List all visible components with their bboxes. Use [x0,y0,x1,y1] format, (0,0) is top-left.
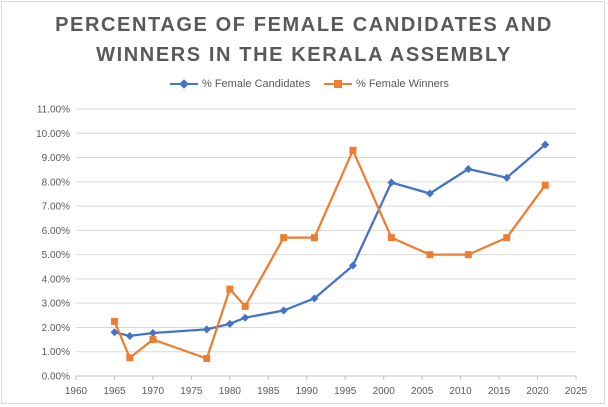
legend-item-winners: % Female Winners [324,76,449,92]
data-point-diamond [541,140,550,149]
data-point-square [464,251,472,259]
data-point-square [110,317,118,325]
chart-title-line-2: WINNERS IN THE KERALA ASSEMBLY [96,44,512,66]
data-point-diamond [348,261,357,270]
data-point-diamond [225,319,234,328]
y-tick-label: 1.00% [42,347,70,358]
x-tick-label: 1995 [334,386,357,397]
data-point-diamond [310,294,319,303]
data-point-diamond [279,306,288,315]
x-tick-label: 1965 [103,386,126,397]
y-tick-label: 7.00% [42,202,70,213]
y-tick-label: 3.00% [42,299,70,310]
y-tick-label: 10.00% [36,129,70,140]
legend-line-winners [324,80,352,88]
chart-legend: % Female Candidates % Female Winners [0,76,608,92]
data-point-square [310,234,318,242]
legend-label-winners: % Female Winners [356,78,449,90]
data-point-square [126,354,134,362]
data-point-diamond [110,328,119,337]
x-tick-label: 1960 [65,386,88,397]
data-point-diamond [502,173,511,182]
data-point-diamond [425,189,434,198]
x-tick-label: 1990 [296,386,319,397]
y-tick-label: 8.00% [42,177,70,188]
y-tick-label: 9.00% [42,153,70,164]
legend-marker-square-icon [334,80,342,88]
x-tick-label: 2010 [449,386,472,397]
x-tick-label: 2025 [565,386,588,397]
data-point-diamond [125,331,134,340]
x-tick-label: 1985 [257,386,280,397]
data-point-square [280,234,288,242]
data-point-diamond [148,329,157,338]
y-tick-label: 4.00% [42,274,70,285]
y-tick-label: 2.00% [42,323,70,334]
x-tick-label: 2005 [411,386,434,397]
data-point-square [203,355,211,363]
data-point-diamond [241,313,250,322]
y-tick-label: 0.00% [42,372,70,383]
y-tick-label: 11.00% [37,105,70,116]
legend-label-candidates: % Female Candidates [202,78,311,90]
x-tick-label: 2000 [373,386,396,397]
data-point-diamond [464,164,473,173]
x-tick-label: 1980 [219,386,242,397]
y-tick-label: 6.00% [42,226,70,237]
x-tick-label: 2020 [526,386,549,397]
legend-item-candidates: % Female Candidates [170,76,310,92]
x-tick-label: 1975 [180,386,203,397]
data-point-square [426,251,434,259]
data-point-square [226,285,234,293]
data-point-square [149,336,157,344]
x-tick-label: 2015 [488,386,511,397]
data-point-square [387,234,395,242]
y-tick-label: 5.00% [42,250,70,261]
data-point-square [349,146,357,154]
data-point-diamond [202,325,211,334]
data-point-square [503,234,511,242]
series-line-1 [113,149,547,360]
data-point-diamond [387,178,396,187]
legend-line-candidates [170,79,198,89]
chart-title-line-1: PERCENTAGE OF FEMALE CANDIDATES AND [55,14,553,36]
data-point-square [541,181,549,189]
series-line-0 [114,143,546,338]
chart-title: PERCENTAGE OF FEMALE CANDIDATES AND WINN… [0,10,608,70]
x-tick-label: 1970 [142,386,165,397]
data-point-square [241,302,249,310]
